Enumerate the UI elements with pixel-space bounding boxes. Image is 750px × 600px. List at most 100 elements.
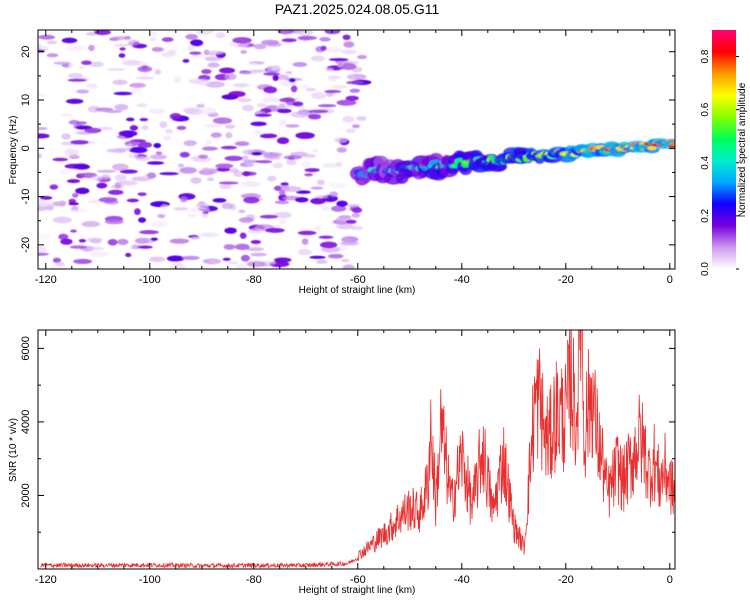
spectrogram-y-tick-label: -20: [20, 237, 32, 253]
spectrogram-cell: [97, 126, 113, 131]
colorbar-tick-label: 0.2: [700, 209, 711, 223]
spectrogram-cell: [187, 44, 195, 52]
spectrogram-cell: [319, 241, 338, 249]
spectrogram-cell: [242, 171, 251, 177]
spectrogram-cell: [201, 69, 212, 75]
spectrogram-cell: [324, 89, 342, 94]
spectrogram-cell: [190, 177, 202, 184]
spectrogram-cell: [126, 39, 141, 43]
snr-panel: -120 -100 -80 -60 -40 -20 0 2000 4000 6000 Heigh…: [8, 329, 676, 596]
spectrogram-cell: [114, 174, 127, 182]
spectrogram-cell: [169, 263, 186, 269]
spectrogram-cell: [61, 37, 78, 44]
spectrogram-cell: [345, 80, 364, 85]
spectrogram-cell: [246, 247, 265, 252]
spectrogram-cell: [227, 261, 238, 265]
spectrogram-cell: [151, 46, 167, 53]
spectrogram-cell: [312, 149, 319, 153]
spectrogram-cell: [308, 113, 322, 120]
spectrogram-cell: [139, 230, 159, 235]
spectrogram-cell: [126, 198, 139, 203]
spectrogram-cell: [103, 110, 123, 114]
spectrogram-cell: [235, 263, 248, 269]
spectrogram-cell: [273, 212, 293, 219]
spectrogram-cell: [201, 167, 211, 174]
spectrogram-cell: [190, 236, 201, 240]
spectrogram-cell: [189, 51, 202, 55]
spectrogram-cell: [177, 163, 185, 168]
spectrogram-cell: [46, 204, 54, 211]
spectrogram-cell: [325, 67, 334, 72]
spectrogram-cell: [222, 257, 231, 261]
spectrogram-cell: [137, 245, 153, 249]
spectrogram-cell: [345, 95, 359, 101]
spectrogram-cell: [246, 260, 266, 268]
colorbar: 0.0 0.2 0.4 0.6 0.8 Normalized spectral ampl…: [700, 30, 748, 276]
spectrogram-cell: [148, 31, 159, 37]
spectrogram-cell: [206, 177, 215, 182]
spectrogram-cell: [153, 143, 162, 149]
spectrogram-y-tick-label: -10: [20, 189, 32, 205]
spectrogram-y-tick-label: 20: [20, 46, 32, 58]
spectrogram-cell: [114, 103, 129, 111]
spectrogram-cell: [165, 128, 173, 134]
spectrogram-cell: [179, 151, 190, 158]
spectrogram-cell: [185, 33, 198, 40]
spectrogram-cell: [146, 172, 157, 179]
spectrogram-cell: [139, 118, 149, 122]
spectrogram-cell: [239, 71, 258, 75]
spectrogram-cell: [208, 50, 225, 55]
snr-y-tick-label: 2000: [20, 483, 32, 507]
spectrogram-cell: [335, 223, 355, 230]
snr-x-tick-label: -120: [35, 574, 57, 586]
spectrogram-cell: [60, 238, 73, 245]
spectrogram-cell: [262, 151, 272, 158]
spectrogram-cell: [327, 76, 342, 80]
spectrogram-cell: [215, 32, 226, 39]
spectrogram-cell: [343, 41, 355, 48]
spectrogram-cell: [55, 261, 65, 267]
spectrogram-cell: [58, 200, 66, 207]
spectrogram-cell: [38, 93, 48, 97]
spectrogram-cell: [219, 67, 236, 74]
spectrogram-cell: [64, 148, 79, 156]
spectrogram-cell: [72, 192, 79, 198]
spectrogram-cell: [107, 239, 118, 246]
spectrogram-cell: [263, 260, 276, 265]
spectrogram-cell: [65, 98, 84, 104]
spectrogram-cell: [290, 85, 298, 93]
spectrogram-cell: [173, 207, 189, 211]
spectrogram-cell: [176, 125, 187, 131]
spectrogram-cell: [196, 30, 214, 35]
spectrogram-cell: [221, 202, 234, 210]
spectrogram-cell: [232, 37, 252, 44]
spectrogram-cell: [169, 112, 182, 120]
spectrogram-cell: [272, 74, 279, 82]
spectrogram-cell: [66, 45, 85, 52]
spectrogram-cell: [301, 84, 310, 88]
spectrogram-cell: [316, 259, 328, 265]
spectrogram-cell: [347, 74, 356, 80]
spectrogram-cell: [146, 161, 165, 165]
spectrogram-cell: [310, 186, 324, 190]
spectrogram-cell: [345, 203, 361, 208]
spectrogram-cell: [202, 259, 211, 263]
snr-x-tick-label: -40: [454, 574, 470, 586]
spectrogram-cell: [224, 155, 243, 162]
spectrogram-cell: [196, 103, 205, 108]
spectrogram-cell: [238, 217, 254, 223]
spectrogram-cell: [119, 169, 138, 174]
spectrogram-cell: [97, 169, 117, 173]
spectrogram-cell: [160, 204, 169, 211]
spectrogram-cell: [349, 225, 363, 230]
spectrogram-cell: [190, 39, 204, 47]
spectrogram-cell: [324, 30, 341, 35]
spectrogram-cell: [278, 190, 286, 196]
spectrogram-cell: [204, 56, 222, 62]
spectrogram-cell: [240, 254, 250, 262]
colorbar-tick-label: 0.0: [700, 262, 711, 276]
spectrogram-cell: [137, 192, 147, 197]
spectrogram-cell: [196, 78, 210, 86]
spectrogram-cell: [179, 167, 197, 174]
spectrogram-cell: [96, 182, 108, 189]
